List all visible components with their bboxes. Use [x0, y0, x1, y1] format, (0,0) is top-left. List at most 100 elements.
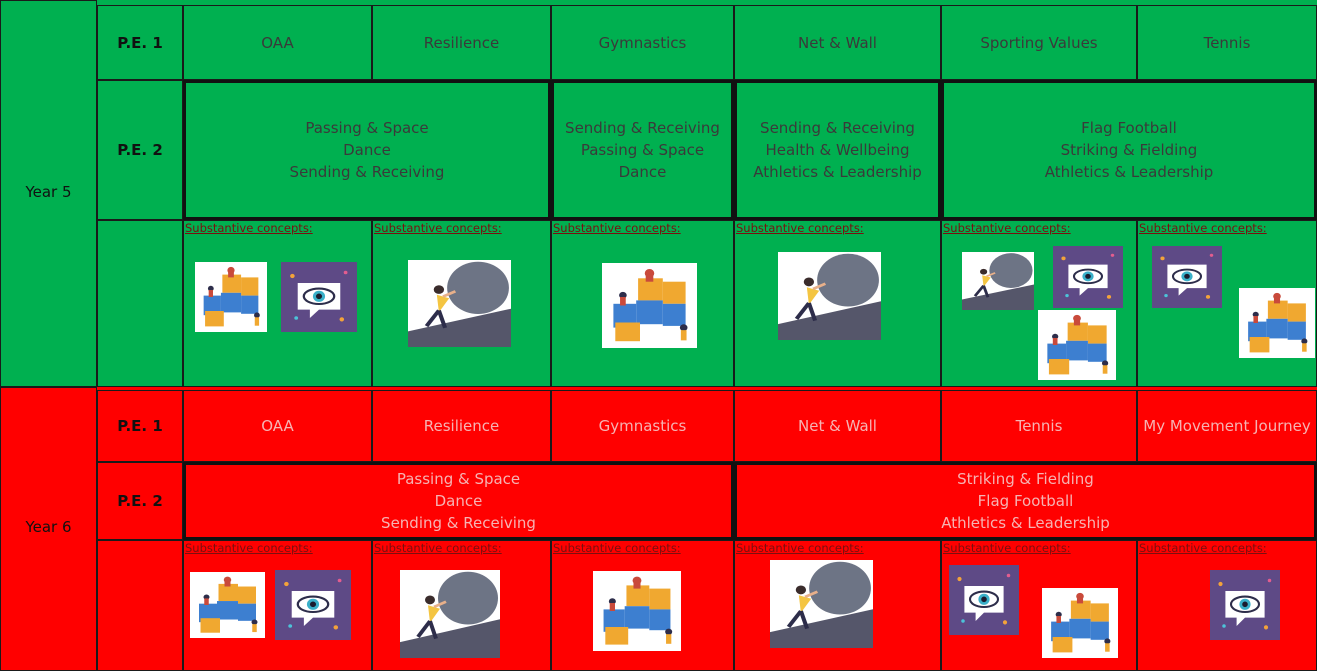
block-line: Passing & Space: [396, 470, 521, 488]
topic-cell: Tennis: [941, 390, 1137, 462]
year-label: Year 6: [0, 515, 97, 539]
block-line: Passing & Space: [305, 119, 429, 137]
icon-puzzle: [1038, 310, 1116, 380]
icon-shape: [666, 634, 672, 644]
icon-shape: [1070, 600, 1091, 619]
icon-shape: [1065, 294, 1069, 298]
icon-shape: [679, 324, 688, 331]
icon-shape: [806, 302, 818, 322]
topic-text: Sporting Values: [980, 33, 1098, 52]
icon-shape: [220, 292, 242, 313]
icon-shape: [1164, 294, 1168, 298]
icon-shape: [1076, 597, 1084, 604]
icon-shape: [645, 274, 654, 282]
icon-shape: [428, 620, 438, 640]
icon-shape: [217, 601, 238, 620]
topic-cell: My Movement Journey: [1137, 390, 1317, 462]
icon-shape: [337, 578, 342, 583]
block-line: Dance: [434, 492, 483, 510]
icon-shape: [662, 303, 686, 326]
icon-shape: [207, 285, 214, 292]
icon-shape: [1273, 297, 1281, 304]
concept-label-cell: [97, 540, 183, 671]
icon-shape: [1253, 316, 1258, 323]
concept-label: Substantive concepts:: [185, 541, 313, 555]
icon-shape: [1301, 338, 1308, 344]
icon-boulder: [400, 570, 500, 658]
topic-text: Resilience: [423, 417, 500, 435]
icon-shape: [425, 595, 435, 605]
icon-shape: [1209, 253, 1214, 257]
pe-label: P.E. 1: [97, 5, 183, 80]
icon-shape: [438, 571, 498, 625]
icon-shape: [442, 290, 457, 298]
icon-shape: [620, 297, 626, 306]
icon-shape: [333, 625, 339, 630]
icon-shape: [786, 610, 803, 628]
topic-text: OAA: [261, 417, 294, 435]
topic-text: Gymnastics: [598, 33, 687, 52]
icon-shape: [1087, 325, 1107, 344]
concept-label: Substantive concepts:: [553, 541, 681, 555]
concept-label: Substantive concepts:: [374, 221, 502, 235]
topic-text: Net & Wall: [798, 33, 877, 52]
icon-shape: [1056, 616, 1061, 623]
icon-shape: [1061, 256, 1066, 261]
icon-puzzle: [190, 572, 265, 638]
block-line: Flag Football: [1081, 119, 1177, 137]
icon-shape: [615, 322, 640, 342]
icon-shape: [424, 309, 441, 328]
icon-shape: [1052, 333, 1059, 340]
icon-shape: [433, 600, 447, 609]
concept-label: Substantive concepts:: [943, 541, 1071, 555]
icon-shape: [985, 272, 996, 278]
icon-shape: [1090, 621, 1109, 640]
pe-label-text: P.E. 1: [117, 417, 163, 435]
icon-shape: [1218, 581, 1223, 587]
icon-shape: [1102, 365, 1108, 374]
icon-shape: [238, 603, 256, 621]
pe-label-text: P.E. 2: [117, 141, 163, 159]
icon-shape: [1267, 300, 1288, 319]
icon-shape: [1105, 643, 1110, 652]
icon-shape: [798, 610, 810, 630]
icon-shape: [1263, 625, 1269, 630]
block-line: Sending & Receiving: [760, 119, 915, 137]
icon-eye: [281, 262, 357, 332]
icon-shape: [205, 311, 224, 327]
icon-shape: [1051, 621, 1070, 642]
icon-shape: [1067, 322, 1088, 341]
icon-shape: [649, 588, 671, 610]
topic-text: Net & Wall: [798, 417, 877, 435]
icon-shape: [1085, 273, 1091, 279]
icon-shape: [803, 277, 815, 287]
icon-shape: [222, 274, 242, 293]
pe-label-text: P.E. 2: [117, 492, 163, 510]
icon-puzzle: [1042, 588, 1118, 658]
icon-shape: [252, 624, 257, 633]
block-line: Sending & Receiving: [289, 163, 445, 181]
icon-shape: [626, 585, 650, 607]
block-line: Striking & Fielding: [1060, 141, 1198, 159]
icon-shape: [284, 581, 289, 587]
icon-shape: [1205, 294, 1211, 299]
topic-cell: Gymnastics: [551, 5, 734, 80]
topic-cell: OAA: [183, 5, 372, 80]
block-cell: Passing & Space Dance Sending & Receiving: [183, 80, 551, 220]
block-line: Health & Wellbeing: [765, 141, 910, 159]
icon-shape: [1160, 256, 1165, 261]
icon-shape: [613, 303, 637, 328]
icon-shape: [804, 590, 819, 599]
icon-shape: [218, 583, 238, 602]
icon-eye: [949, 565, 1019, 635]
block-line: Flag Football: [977, 492, 1074, 510]
topic-cell: Net & Wall: [734, 390, 941, 462]
icon-shape: [1266, 318, 1288, 339]
icon-shape: [980, 268, 988, 275]
topic-text: Resilience: [423, 33, 500, 52]
pe-label: P.E. 2: [97, 462, 183, 540]
concept-label: Substantive concepts:: [736, 541, 864, 555]
icon-eye: [275, 570, 351, 640]
year-text: Year 5: [25, 183, 72, 201]
